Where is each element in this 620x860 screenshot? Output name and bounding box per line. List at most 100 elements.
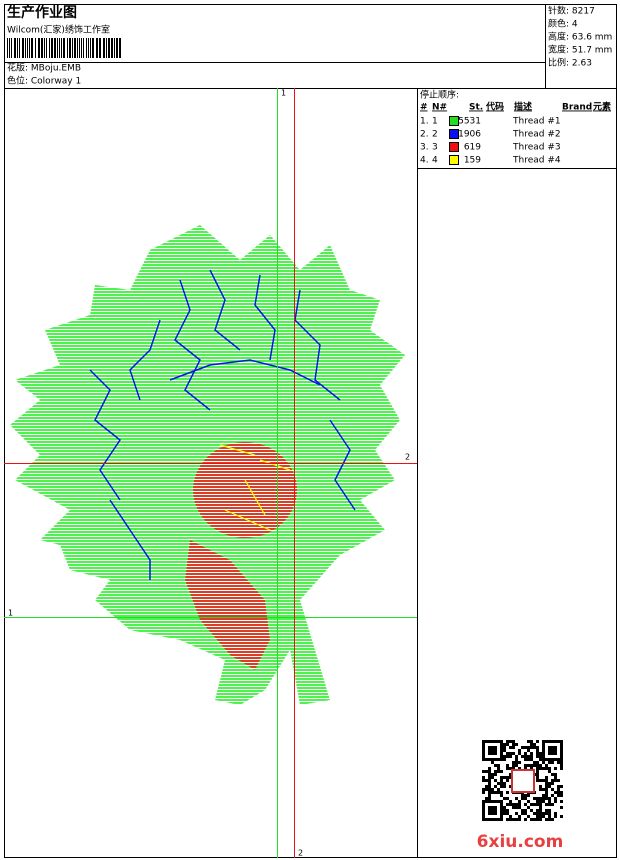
bar [35, 38, 36, 58]
qr-cell [548, 815, 551, 818]
qr-cell [509, 803, 512, 806]
qr-cell [545, 803, 548, 806]
qr-cell [551, 779, 554, 782]
bar [119, 38, 121, 58]
qr-cell [536, 815, 539, 818]
qr-cell [515, 755, 518, 758]
qr-cell [497, 758, 500, 761]
qr-cell [482, 776, 485, 779]
qr-cell [506, 779, 509, 782]
qr-cell [548, 740, 551, 743]
qr-cell [524, 797, 527, 800]
qr-cell [521, 746, 524, 749]
qr-cell [494, 749, 497, 752]
qr-cell [560, 746, 563, 749]
column-header: 代码 [485, 101, 504, 113]
qr-cell [548, 812, 551, 815]
qr-cell [512, 806, 515, 809]
qr-cell [560, 794, 563, 797]
qr-cell [533, 797, 536, 800]
qr-cell [488, 782, 491, 785]
bar [69, 38, 71, 58]
qr-cell [560, 800, 563, 803]
qr-cell [491, 746, 494, 749]
marker: 1 [8, 609, 13, 618]
qr-cell [536, 761, 539, 764]
qr-cell [518, 761, 521, 764]
qr-cell [542, 779, 545, 782]
qr-cell [542, 767, 545, 770]
qr-cell [539, 815, 542, 818]
qr-cell [515, 797, 518, 800]
qr-cell [536, 746, 539, 749]
column-header: Brand [562, 103, 592, 113]
qr-cell [506, 809, 509, 812]
stitches: 1906 [458, 130, 481, 140]
qr-cell [542, 797, 545, 800]
qr-cell [497, 740, 500, 743]
company: Wilcom(汇家)绣饰工作室 [7, 24, 110, 36]
qr-cell [509, 767, 512, 770]
qr-cell [560, 767, 563, 770]
qr-cell [512, 764, 515, 767]
bar [11, 38, 12, 58]
needle: 4 [432, 156, 438, 166]
qr-cell [530, 809, 533, 812]
qr-cell [530, 752, 533, 755]
qr-cell [536, 803, 539, 806]
qr-cell [521, 794, 524, 797]
qr-cell [500, 800, 503, 803]
qr-cell [500, 791, 503, 794]
qr-cell [488, 776, 491, 779]
qr-cell [557, 791, 560, 794]
qr-cell [500, 785, 503, 788]
bar [27, 38, 28, 58]
qr-cell [536, 818, 539, 821]
qr-cell [506, 776, 509, 779]
qr-cell [500, 740, 503, 743]
stop-title: 停止顺序: [420, 89, 459, 101]
qr-cell [554, 758, 557, 761]
qr-cell [482, 743, 485, 746]
column-header: 元素 [593, 101, 611, 113]
stat: 颜色: 4 [548, 18, 578, 30]
qr-cell [488, 770, 491, 773]
qr-cell [506, 803, 509, 806]
qr-cell [524, 818, 527, 821]
qr-cell [482, 806, 485, 809]
qr-cell [539, 803, 542, 806]
qr-cell [506, 791, 509, 794]
needle: 1 [432, 117, 438, 127]
qr-cell [512, 740, 515, 743]
qr-cell [494, 812, 497, 815]
qr-cell [557, 785, 560, 788]
qr-cell [536, 773, 539, 776]
row-index: 3. [420, 143, 429, 153]
qr-cell [500, 806, 503, 809]
qr-cell [518, 752, 521, 755]
marker: 2 [405, 453, 410, 462]
qr-cell [518, 815, 521, 818]
qr-cell [530, 818, 533, 821]
stat: 针数: 8217 [548, 5, 595, 17]
qr-cell [536, 740, 539, 743]
qr-cell [560, 785, 563, 788]
swatch [449, 142, 459, 152]
qr-cell [536, 767, 539, 770]
qr-cell [494, 752, 497, 755]
qr-cell [497, 770, 500, 773]
marker: 2 [298, 849, 303, 858]
qr-cell [530, 767, 533, 770]
embroidery [10, 225, 405, 705]
bar [86, 38, 87, 58]
qr-cell [512, 761, 515, 764]
qr-cell [509, 818, 512, 821]
bar [63, 38, 65, 58]
qr-cell [521, 797, 524, 800]
stat: 比例: 2.63 [548, 57, 592, 69]
qr-cell [494, 770, 497, 773]
qr-cell [542, 800, 545, 803]
qr-cell [500, 782, 503, 785]
bar [25, 38, 26, 58]
row-index: 1. [420, 117, 429, 127]
